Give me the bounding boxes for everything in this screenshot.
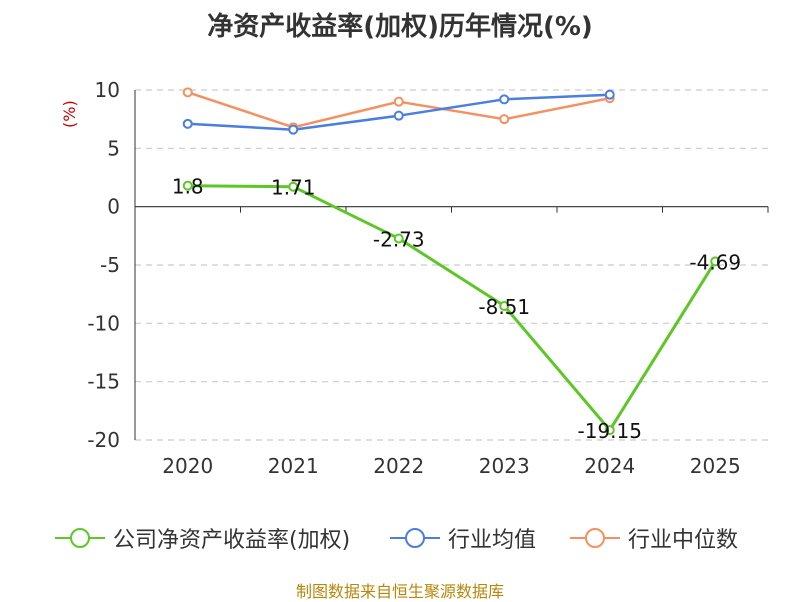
data-point-s2-2023 (499, 114, 510, 125)
legend-label-company-roe: 公司净资产收益率(加权) (113, 528, 351, 553)
y-tick-label-5: -15 (87, 370, 120, 394)
data-point-s2-2022 (393, 96, 404, 107)
legend-label-industry-median: 行业中位数 (628, 528, 739, 553)
data-point-s0-2021 (288, 181, 299, 192)
data-label-2023: -8.51 (478, 295, 530, 319)
data-point-s1-2023 (499, 94, 510, 105)
legend-swatch-industry-median (570, 528, 620, 548)
y-tick-label-1: 5 (107, 136, 120, 160)
x-tick-label-2020: 2020 (162, 454, 213, 478)
data-point-s0-2020 (182, 180, 193, 191)
legend: 公司净资产收益率(加权) 行业均值 行业中位数 (0, 518, 800, 558)
series-line-0 (187, 184, 717, 432)
data-point-s2-2020 (182, 87, 193, 98)
data-label-2020: 1.8 (172, 175, 204, 199)
legend-item-industry-median[interactable]: 行业中位数 (570, 518, 738, 558)
x-tick-label-2021: 2021 (268, 454, 319, 478)
legend-swatch-industry-mean (390, 528, 440, 548)
legend-item-industry-mean[interactable]: 行业均值 (390, 518, 536, 558)
data-point-s1-2024 (604, 89, 615, 100)
legend-item-company-roe[interactable]: 公司净资产收益率(加权) (55, 518, 350, 558)
data-label-2025: -4.69 (689, 250, 741, 274)
y-tick-label-6: -20 (87, 428, 120, 452)
y-tick-label-3: -5 (100, 253, 120, 277)
data-label-2024: -19.15 (578, 419, 642, 443)
x-tick-label-2023: 2023 (479, 454, 530, 478)
grid-lines (135, 89, 768, 441)
data-point-s0-2022 (393, 233, 404, 244)
x-tick-label-2022: 2022 (373, 454, 424, 478)
y-tick-label-0: 10 (95, 78, 120, 102)
legend-swatch-company-roe (55, 528, 105, 548)
axes: 10 5 0 -5 -10 -15 -20 2020 2021 2022 2023 2024 2025 (87, 78, 769, 478)
y-tick-label-2: 0 (107, 195, 120, 219)
data-labels: 1.8 1.71 -2.73 -8.51 -19.15 -4.69 (172, 175, 741, 443)
x-tick-label-2024: 2024 (584, 454, 635, 478)
data-point-s0-2024 (604, 425, 615, 436)
data-label-2022: -2.73 (373, 228, 425, 252)
data-label-2021: 1.71 (271, 176, 316, 200)
data-point-s1-2020 (182, 118, 193, 129)
legend-label-industry-mean: 行业均值 (448, 528, 537, 553)
data-point-s0-2023 (499, 300, 510, 311)
y-tick-label-4: -10 (87, 311, 120, 335)
source-note: 制图数据来自恒生聚源数据库 (295, 582, 504, 601)
x-tick-label-2025: 2025 (690, 454, 741, 478)
data-point-s0-2025 (710, 256, 721, 267)
data-point-s1-2021 (288, 124, 299, 135)
chart-title: 净资产收益率(加权)历年情况(%) (207, 12, 593, 42)
data-point-s1-2022 (393, 110, 404, 121)
series (182, 87, 721, 436)
